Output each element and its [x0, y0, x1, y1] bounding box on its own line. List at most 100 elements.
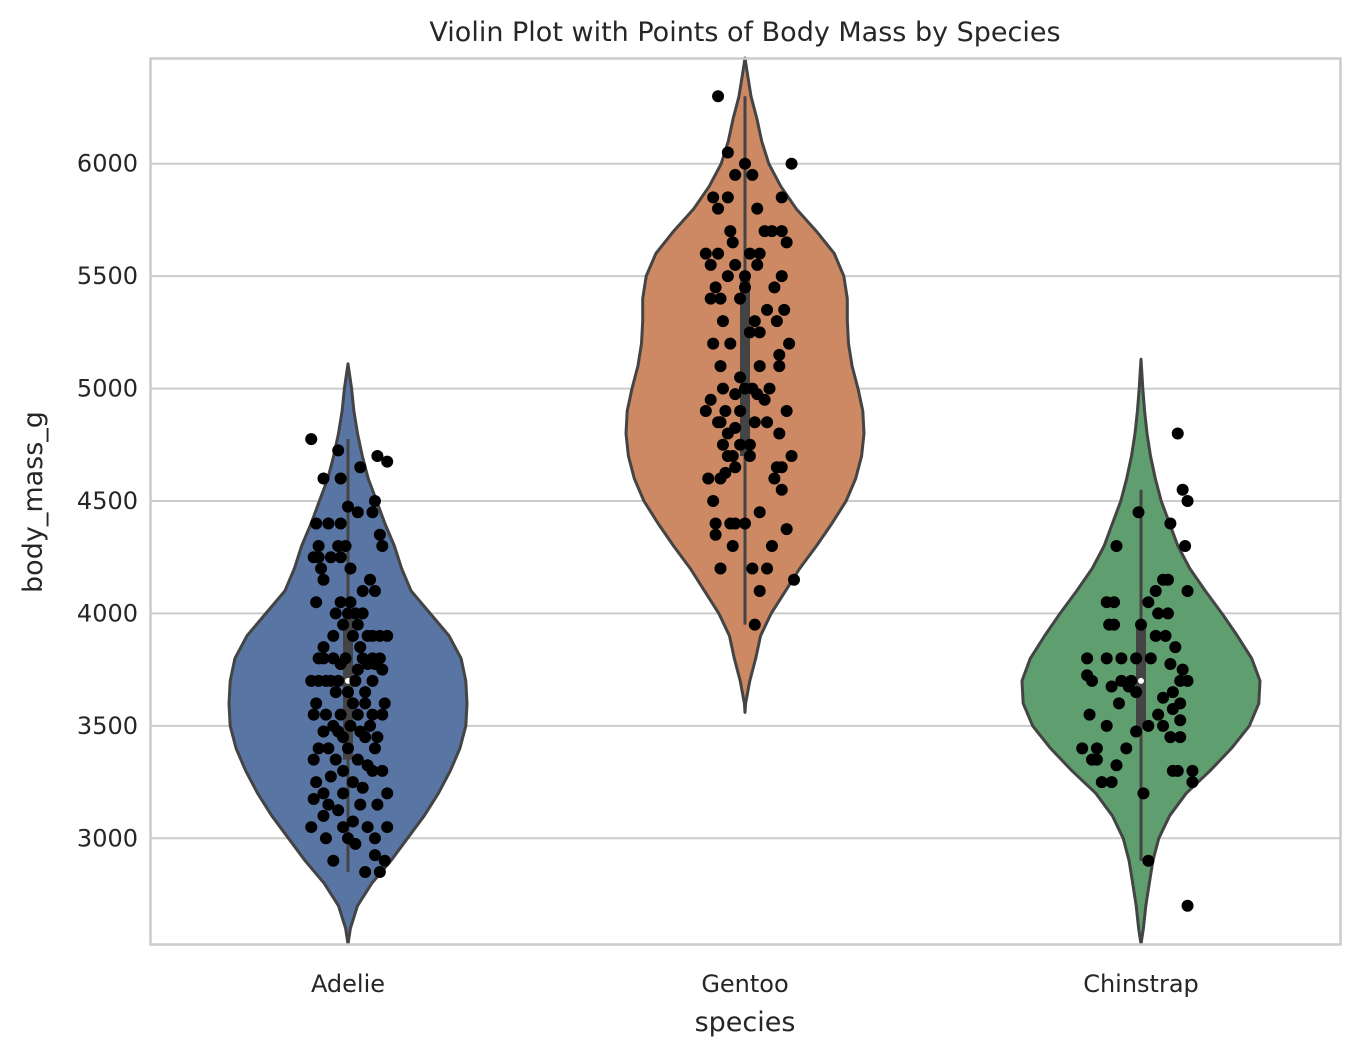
- data-point: [342, 500, 354, 513]
- data-point: [324, 551, 337, 564]
- data-point: [704, 258, 717, 271]
- data-point: [376, 663, 389, 676]
- data-point: [327, 629, 340, 642]
- data-point: [351, 506, 364, 519]
- plot-frame: [149, 57, 1342, 946]
- data-point: [1149, 629, 1162, 642]
- data-point: [743, 438, 756, 451]
- data-point: [748, 315, 761, 328]
- data-point: [729, 461, 742, 474]
- data-point: [1176, 663, 1189, 676]
- data-point: [775, 461, 788, 474]
- data-point: [366, 708, 379, 721]
- data-point: [758, 225, 771, 238]
- data-point: [334, 551, 347, 564]
- data-point: [337, 764, 350, 777]
- data-point: [783, 337, 796, 350]
- data-point: [1090, 753, 1103, 766]
- data-point: [780, 236, 793, 249]
- data-point: [322, 742, 335, 755]
- data-point: [751, 258, 764, 271]
- data-point: [332, 674, 345, 687]
- data-point: [366, 764, 379, 777]
- data-point: [307, 753, 320, 766]
- data-point: [1186, 776, 1199, 789]
- x-axis-ticks: Adelie Gentoo Chinstrap: [311, 970, 1199, 998]
- data-point: [305, 433, 318, 446]
- data-point: [1090, 742, 1103, 755]
- data-point: [765, 539, 778, 552]
- data-point: [739, 517, 751, 530]
- data-point: [726, 450, 739, 463]
- data-point: [729, 517, 742, 530]
- data-point: [368, 742, 381, 755]
- data-point: [373, 528, 386, 541]
- data-point: [322, 798, 335, 811]
- data-point: [334, 517, 347, 530]
- data-point: [726, 236, 739, 249]
- data-point: [1100, 652, 1113, 665]
- data-point: [788, 573, 800, 586]
- data-point: [702, 472, 715, 485]
- data-point: [376, 764, 389, 777]
- data-point: [342, 686, 354, 699]
- data-point: [359, 866, 372, 879]
- data-point: [351, 753, 364, 766]
- data-point: [763, 382, 776, 395]
- data-point: [1174, 731, 1187, 744]
- x-tick-label: Gentoo: [701, 970, 788, 998]
- data-point: [346, 629, 359, 642]
- data-point: [368, 495, 381, 507]
- data-point: [307, 708, 320, 721]
- data-point: [1130, 686, 1143, 699]
- data-point: [322, 517, 335, 530]
- data-point: [707, 191, 720, 204]
- data-point: [337, 821, 350, 834]
- data-point: [359, 697, 372, 710]
- data-point: [724, 337, 737, 350]
- data-point: [310, 596, 323, 609]
- data-point: [364, 719, 377, 732]
- data-point: [699, 247, 712, 260]
- data-point: [381, 629, 394, 642]
- data-point: [366, 506, 379, 519]
- data-point: [337, 787, 350, 800]
- data-point: [1105, 680, 1118, 693]
- y-axis-ticks: 3000 3500 4000 4500 5000 5500 6000: [77, 150, 138, 853]
- data-point: [317, 641, 330, 654]
- data-point: [714, 472, 727, 485]
- data-point: [310, 517, 323, 530]
- data-point: [707, 337, 720, 350]
- data-point: [1159, 629, 1172, 642]
- data-point: [721, 191, 734, 204]
- data-point: [780, 405, 793, 418]
- data-point: [319, 832, 332, 845]
- data-point: [773, 348, 786, 361]
- data-point: [332, 444, 345, 457]
- data-point: [1171, 427, 1184, 440]
- median-point: [345, 677, 351, 684]
- data-point: [1164, 517, 1177, 530]
- data-point: [342, 742, 354, 755]
- data-point: [1095, 776, 1108, 789]
- data-point: [381, 821, 394, 834]
- data-point: [319, 708, 332, 721]
- data-point: [1186, 764, 1199, 777]
- data-point: [359, 731, 372, 744]
- data-point: [753, 247, 766, 260]
- data-point: [324, 770, 337, 783]
- data-point: [1130, 652, 1143, 665]
- data-point: [1081, 652, 1094, 665]
- data-point: [709, 528, 722, 541]
- data-point: [1142, 854, 1155, 867]
- data-point: [334, 472, 347, 485]
- data-point: [1135, 618, 1147, 631]
- data-point: [709, 281, 722, 294]
- data-point: [773, 360, 786, 373]
- data-point: [307, 792, 320, 805]
- data-point: [371, 731, 384, 744]
- data-point: [1108, 618, 1121, 631]
- y-tick-label: 4000: [77, 599, 138, 627]
- data-point: [761, 416, 774, 429]
- data-point: [1157, 691, 1170, 704]
